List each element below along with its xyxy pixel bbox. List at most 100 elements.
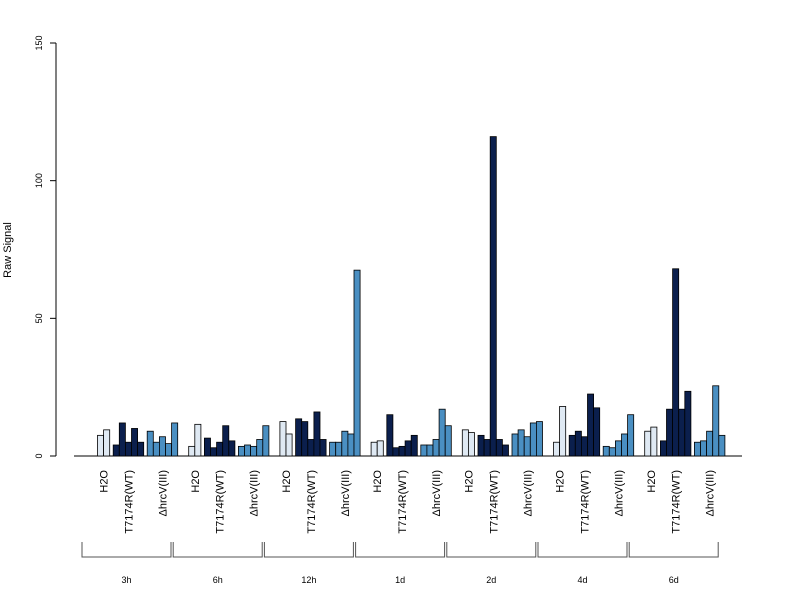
timepoint-bracket [355, 542, 446, 558]
condition-label: ΔhrcV(III) [340, 470, 352, 516]
bar [171, 422, 179, 457]
condition-label: H2O [372, 470, 384, 493]
y-tick-label: 150 [34, 35, 44, 50]
condition-label: T7174R(WT) [306, 470, 318, 534]
timepoint-bracket [537, 542, 628, 558]
bar [517, 429, 525, 457]
bar [279, 421, 287, 457]
bar [615, 440, 622, 457]
bar [501, 444, 509, 457]
bar [404, 440, 412, 457]
condition-label: H2O [555, 470, 567, 493]
bar [608, 447, 616, 457]
bar [587, 393, 594, 457]
bar [559, 406, 567, 457]
bar [146, 430, 154, 457]
bar [216, 441, 224, 457]
bar [250, 445, 258, 457]
timepoint-bracket [628, 542, 719, 558]
bar [426, 444, 434, 457]
condition-label: H2O [646, 470, 658, 493]
timepoint-label: 6d [669, 575, 679, 585]
timepoint-bracket [263, 542, 354, 558]
timepoint-label: 1d [395, 575, 405, 585]
bar [125, 441, 132, 457]
bar [313, 411, 321, 457]
bar [529, 422, 537, 457]
bar [118, 422, 126, 457]
bar [672, 268, 680, 457]
bar [341, 430, 349, 457]
condition-label: H2O [190, 470, 202, 493]
bar [627, 414, 635, 457]
bar [568, 434, 576, 457]
bar [194, 423, 202, 457]
bar [444, 425, 452, 457]
y-tick-label: 0 [34, 453, 44, 458]
bar [285, 433, 293, 457]
bar [511, 433, 519, 457]
condition-label: H2O [281, 470, 293, 493]
bar [602, 445, 610, 457]
bar [165, 443, 172, 457]
bar [483, 439, 491, 457]
bar [461, 429, 469, 457]
bar [694, 441, 701, 457]
bar [660, 440, 667, 457]
condition-label: T7174R(WT) [579, 470, 591, 534]
bar [295, 418, 303, 457]
condition-label: ΔhrcV(III) [431, 470, 443, 516]
bar [700, 440, 707, 457]
bar [495, 439, 503, 457]
bar [536, 421, 543, 457]
bar [621, 433, 628, 457]
timepoint-label: 2d [486, 575, 496, 585]
bar [467, 432, 475, 457]
bar [392, 447, 400, 457]
bar [432, 439, 440, 457]
bar [376, 440, 384, 457]
bar [319, 439, 327, 457]
condition-label: ΔhrcV(III) [613, 470, 625, 516]
bar [97, 434, 104, 457]
condition-label: T7174R(WT) [215, 470, 227, 534]
condition-label: T7174R(WT) [397, 470, 409, 534]
bar [307, 439, 315, 457]
bar [370, 441, 378, 457]
y-axis: 0 50 100 150 [34, 35, 57, 459]
bar [718, 434, 726, 457]
condition-label: H2O [99, 470, 111, 493]
bar [188, 445, 196, 457]
timepoint-brackets: 3h 6h 12h 1d 2d 4d 6d [81, 542, 719, 585]
bar [329, 441, 337, 457]
bar [347, 433, 355, 457]
condition-label: ΔhrcV(III) [705, 470, 717, 516]
bar [256, 439, 264, 457]
timepoint-label: 6h [213, 575, 223, 585]
bar [158, 436, 166, 457]
condition-label: ΔhrcV(III) [157, 470, 169, 516]
bar [131, 428, 138, 457]
bar [112, 444, 120, 457]
bar [684, 390, 692, 457]
bar [644, 430, 652, 457]
bar [353, 269, 361, 457]
bar [581, 436, 588, 457]
timepoint-bracket [446, 542, 537, 558]
bar [523, 436, 531, 457]
bar [593, 407, 601, 457]
bar [386, 414, 394, 457]
bars [97, 136, 726, 457]
bar [678, 408, 686, 457]
bar [553, 441, 560, 457]
timepoint-label: 12h [301, 575, 316, 585]
bar [228, 440, 236, 457]
timepoint-bracket [81, 542, 172, 558]
bar [210, 447, 217, 457]
y-axis-label: Raw Signal [2, 222, 14, 278]
bar [410, 434, 418, 457]
condition-label: T7174R(WT) [671, 470, 683, 534]
bar [222, 425, 230, 457]
y-tick-label: 100 [34, 173, 44, 188]
bar [103, 429, 111, 457]
